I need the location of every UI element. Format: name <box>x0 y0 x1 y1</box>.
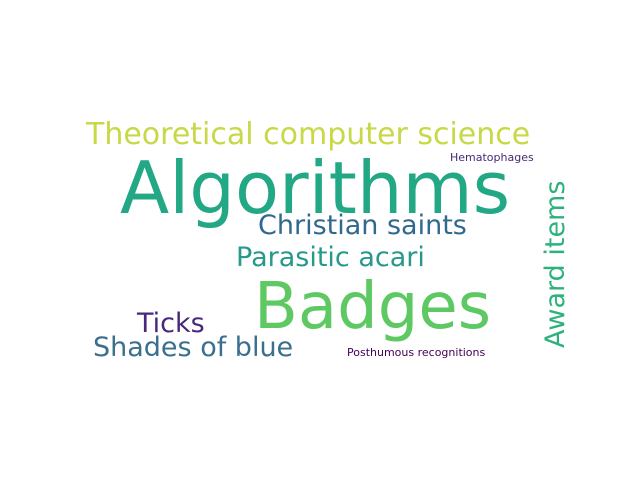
word-parasitic-acari: Parasitic acari <box>236 242 425 273</box>
word-shades-of-blue: Shades of blue <box>93 332 294 363</box>
word-hematophages: Hematophages <box>450 151 534 164</box>
word-algorithms: Algorithms <box>120 146 511 230</box>
word-ticks: Ticks <box>137 308 205 339</box>
word-award-items: Award items <box>540 180 571 348</box>
word-badges: Badges <box>254 270 492 344</box>
word-theoretical-computer-science: Theoretical computer science <box>86 117 531 152</box>
word-posthumous-recognitions: Posthumous recognitions <box>347 346 486 359</box>
word-christian-saints: Christian saints <box>258 210 467 241</box>
